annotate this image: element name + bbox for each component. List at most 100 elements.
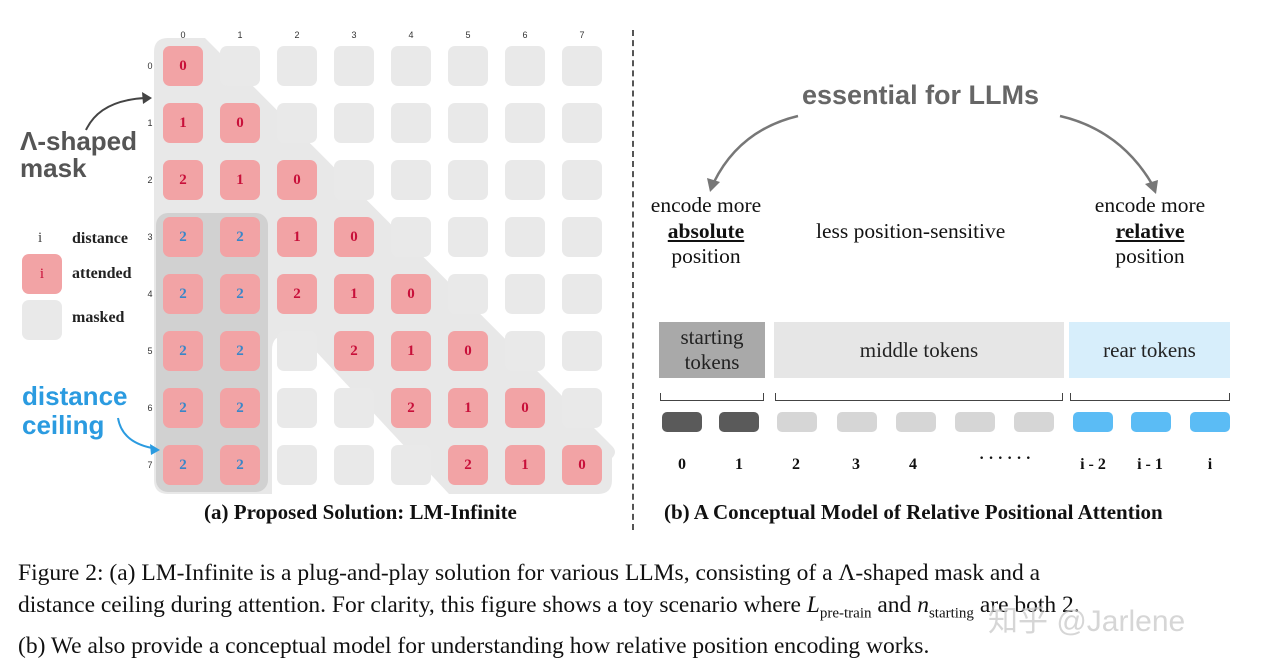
lambda-mask-label: Λ-shaped mask — [20, 128, 137, 182]
legend-masked-swatch — [22, 300, 62, 340]
masked-cell — [391, 46, 431, 86]
attended-cell: 2 — [448, 445, 488, 485]
attended-cell: 1 — [277, 217, 317, 257]
attended-cell: 1 — [505, 445, 545, 485]
right-panel-caption: (b) A Conceptual Model of Relative Posit… — [664, 500, 1163, 524]
lambda-arrow-icon — [85, 92, 152, 131]
absolute-position-text: encode more absolute position — [636, 193, 776, 270]
masked-cell — [334, 445, 374, 485]
caption-line1: Figure 2: (a) LM-Infinite is a plug-and-… — [18, 560, 1041, 586]
token-3 — [837, 412, 877, 432]
attended-cell: 0 — [562, 445, 602, 485]
masked-cell — [391, 103, 431, 143]
column-index: 7 — [579, 30, 585, 40]
middle-bracket — [775, 393, 1063, 401]
column-index: 2 — [294, 30, 300, 40]
legend-masked-label: masked — [72, 309, 125, 326]
token-6 — [1014, 412, 1054, 432]
masked-cell — [334, 388, 374, 428]
ceiling-arrow-icon — [117, 417, 160, 455]
attended-cell: 0 — [220, 103, 260, 143]
token-label-i: i — [1207, 456, 1213, 473]
masked-cell — [562, 388, 602, 428]
rel-line3: position — [1115, 244, 1185, 268]
masked-cell — [277, 103, 317, 143]
attended-cell: 1 — [448, 388, 488, 428]
caption-L-sub: pre-train — [819, 605, 872, 622]
masked-cell — [562, 274, 602, 314]
starting-line1: starting — [680, 325, 744, 349]
token-label-2: 2 — [792, 456, 800, 473]
attended-cell: 0 — [505, 388, 545, 428]
masked-cell — [448, 160, 488, 200]
token-i-1 — [1131, 412, 1171, 432]
row-index: 7 — [147, 460, 153, 470]
masked-cell — [391, 160, 431, 200]
attended-cell: 0 — [448, 331, 488, 371]
column-index: 0 — [180, 30, 186, 40]
watermark: 知乎 @Jarlene — [988, 605, 1186, 638]
token-0 — [662, 412, 702, 432]
abs-line3: position — [671, 244, 741, 268]
attended-cell: 2 — [277, 274, 317, 314]
rel-line1: encode more — [1094, 193, 1206, 217]
masked-cell — [391, 445, 431, 485]
attended-cell: 2 — [163, 445, 203, 485]
caption-and: and — [871, 592, 918, 618]
caption-line2-a: distance ceiling during attention. For c… — [18, 592, 807, 618]
masked-cell — [562, 46, 602, 86]
legend-attended-label: attended — [72, 265, 132, 282]
ceiling-label-line1: distance — [22, 381, 128, 411]
masked-cell — [448, 46, 488, 86]
caption-line2: distance ceiling during attention. For c… — [18, 589, 1268, 630]
token-1 — [719, 412, 759, 432]
row-index: 6 — [147, 403, 153, 413]
essential-arrows-icon — [707, 114, 1158, 194]
masked-cell — [505, 274, 545, 314]
legend-distance-symbol: i — [38, 230, 43, 246]
attended-cell: 1 — [334, 274, 374, 314]
column-index: 5 — [465, 30, 471, 40]
masked-cell — [562, 160, 602, 200]
attended-cell: 2 — [334, 331, 374, 371]
starting-bracket — [660, 393, 764, 401]
lambda-label-line2: mask — [20, 153, 87, 183]
column-index: 3 — [351, 30, 357, 40]
caption-L: L — [806, 592, 820, 618]
left-panel-caption: (a) Proposed Solution: LM-Infinite — [204, 500, 517, 524]
token-label-ellipsis: · · · · · · — [978, 450, 1031, 467]
abs-line1: encode more — [650, 193, 762, 217]
attended-cell: 2 — [163, 217, 203, 257]
caption-n: n — [917, 592, 929, 618]
token-label-3: 3 — [852, 456, 860, 473]
abs-line2: absolute — [667, 218, 745, 243]
attended-cell: 1 — [220, 160, 260, 200]
masked-cell — [448, 217, 488, 257]
attended-cell: 2 — [220, 217, 260, 257]
row-index: 3 — [147, 232, 153, 242]
row-index: 5 — [147, 346, 153, 356]
lambda-label-line1: Λ-shaped — [20, 126, 138, 156]
attended-cell: 0 — [334, 217, 374, 257]
rel-line2: relative — [1115, 218, 1185, 243]
panel-divider — [632, 30, 634, 530]
token-label-0: 0 — [678, 456, 686, 473]
attended-cell: 2 — [163, 331, 203, 371]
relative-position-text: encode more relative position — [1080, 193, 1220, 270]
token-4 — [896, 412, 936, 432]
caption-n-sub: starting — [928, 605, 974, 622]
attended-cell: 2 — [220, 388, 260, 428]
masked-cell — [277, 46, 317, 86]
ceiling-label-line2: ceiling — [22, 410, 105, 440]
token-label-i-2: i - 2 — [1080, 456, 1106, 473]
masked-cell — [562, 103, 602, 143]
masked-cell — [334, 46, 374, 86]
masked-cell — [505, 217, 545, 257]
attended-cell: 2 — [220, 274, 260, 314]
masked-cell — [448, 274, 488, 314]
masked-cell — [334, 160, 374, 200]
middle-tokens-segment: middle tokens — [774, 322, 1064, 378]
distance-ceiling-label: distance ceiling — [22, 382, 128, 440]
masked-cell — [334, 103, 374, 143]
attended-cell: 0 — [391, 274, 431, 314]
